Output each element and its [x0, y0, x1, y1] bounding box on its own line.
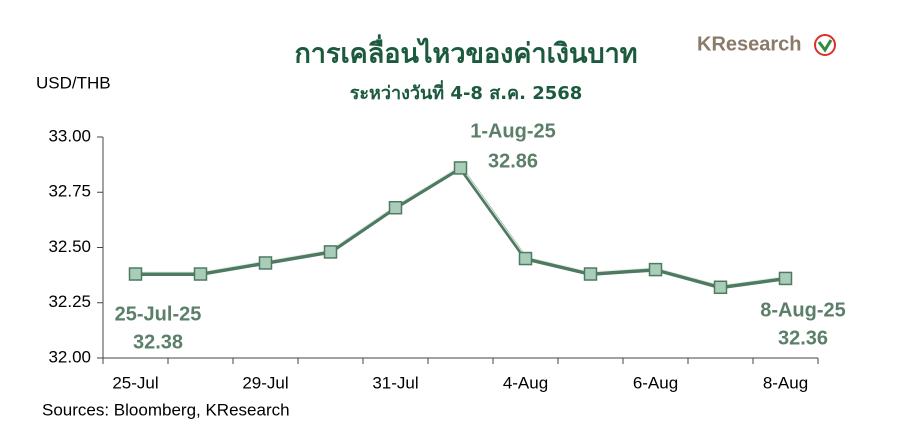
y-tick-label: 32.50: [48, 237, 91, 256]
y-tick-label: 32.00: [48, 347, 91, 366]
annotation-value: 32.38: [133, 331, 183, 353]
x-tick-label: 25-Jul: [112, 373, 158, 392]
point: [518, 251, 533, 266]
annotation: 8-Aug-25: [760, 299, 846, 321]
point: [323, 245, 338, 259]
point: [193, 267, 208, 281]
x-tick-label: 31-Jul: [372, 373, 418, 392]
x-tick-label: 29-Jul: [242, 373, 288, 392]
point: [648, 262, 663, 277]
point: [778, 271, 793, 286]
point: [128, 267, 143, 281]
chart-title: การเคลื่อนไหวของค่าเงินบาท: [294, 34, 637, 70]
logo-text: KResearch: [697, 33, 802, 55]
point: [388, 200, 403, 215]
annotation: 1-Aug-25: [470, 120, 556, 142]
y-tick-label: 33.00: [48, 126, 91, 145]
point: [583, 267, 598, 281]
annotation-value: 32.86: [488, 150, 538, 172]
y-tick-label: 32.75: [48, 182, 91, 201]
point: [713, 280, 728, 295]
logo-icon: [814, 34, 836, 56]
point: [453, 161, 468, 175]
logo-leaf: [817, 39, 833, 53]
point: [258, 256, 273, 270]
source: Sources: Bloomberg, KResearch: [42, 400, 290, 419]
y-axis-label: USD/THB: [36, 73, 111, 92]
series-line: [135, 165, 786, 290]
x-tick-label: 6-Aug: [633, 373, 678, 392]
x-tick-label: 4-Aug: [503, 373, 548, 392]
x-tick-label: 8-Aug: [763, 373, 808, 392]
annotation-value: 32.36: [778, 327, 828, 349]
chart-subtitle: ระหว่างวันที่ 4-8 ส.ค. 2568: [350, 80, 583, 104]
annotation: 25-Jul-25: [115, 303, 202, 325]
y-tick-label: 32.25: [48, 292, 91, 311]
